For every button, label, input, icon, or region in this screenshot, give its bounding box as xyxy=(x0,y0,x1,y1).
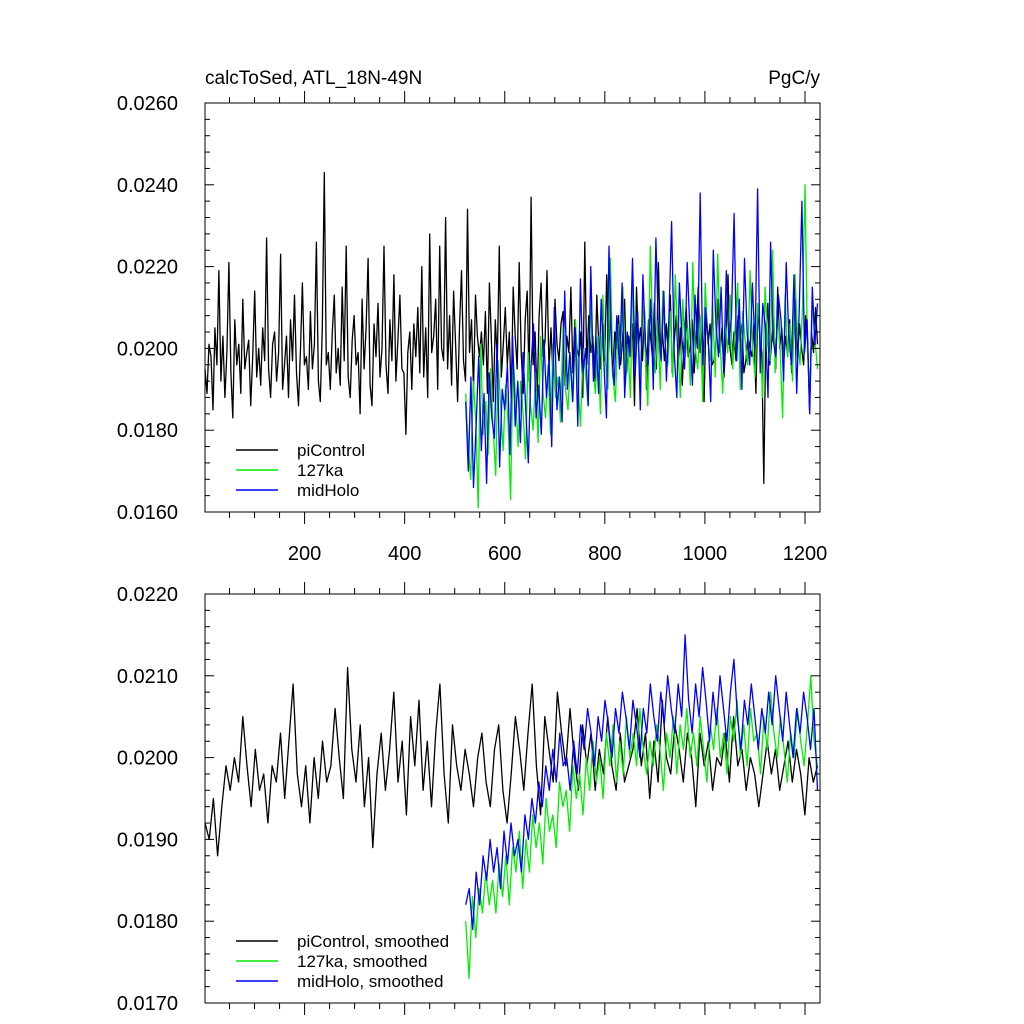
x-tick-label: 800 xyxy=(588,543,621,565)
chart-units: PgC/y xyxy=(768,68,820,89)
y-tick-label: 0.0160 xyxy=(117,502,178,524)
x-tick-label: 200 xyxy=(288,543,321,565)
top-panel: 0.0160 0.0180 0.0200 0.0220 0.0240 0.0260 200 4… xyxy=(117,91,827,565)
x-tick-label: 400 xyxy=(388,543,421,565)
bottom-panel: 0.0170 0.0180 0.0190 0.0200 0.0210 0.0220 piCo… xyxy=(117,582,821,1015)
x-tick-label: 1000 xyxy=(683,543,728,565)
y-tick-label: 0.0180 xyxy=(117,420,178,442)
y-tick-label: 0.0220 xyxy=(117,584,178,606)
legend-label: piControl, smoothed xyxy=(297,932,449,951)
series-line-midholo-smoothed xyxy=(465,634,819,931)
series-line-127ka-smoothed xyxy=(465,675,819,980)
x-tick-label: 1200 xyxy=(783,543,828,565)
y-tick-label: 0.0170 xyxy=(117,993,178,1015)
plot-frame xyxy=(204,102,821,513)
y-tick-label: 0.0180 xyxy=(117,911,178,933)
legend-label: midHolo, smoothed xyxy=(297,972,443,991)
series-line-midholo xyxy=(465,188,819,489)
y-tick-label: 0.0200 xyxy=(117,338,178,360)
legend-label: 127ka xyxy=(297,461,344,480)
chart-title: calcToSed, ATL_18N-49N xyxy=(205,68,422,89)
plot-frame xyxy=(204,593,821,1004)
legend-label: piControl xyxy=(297,441,365,460)
y-tick-label: 0.0200 xyxy=(117,748,178,770)
y-tick-label: 0.0260 xyxy=(117,93,178,115)
x-tick-label: 600 xyxy=(488,543,521,565)
y-tick-label: 0.0210 xyxy=(117,666,178,688)
y-tick-label: 0.0220 xyxy=(117,257,178,279)
y-tick-label: 0.0240 xyxy=(117,175,178,197)
y-tick-label: 0.0190 xyxy=(117,829,178,851)
legend-label: 127ka, smoothed xyxy=(297,952,427,971)
legend-label: midHolo xyxy=(297,481,359,500)
series-line-picontrol-smoothed xyxy=(204,666,819,857)
